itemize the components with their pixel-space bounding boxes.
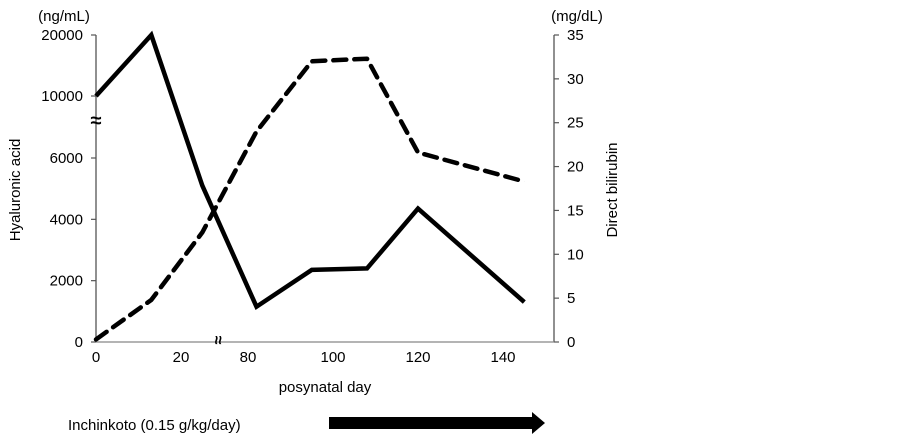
- treatment-label: Inchinkoto (0.15 g/kg/day): [68, 417, 241, 434]
- left-tick-label: 4000: [50, 211, 83, 228]
- y-axis-left-label: Hyaluronic acid: [7, 139, 24, 242]
- arrow-head-icon: [532, 412, 545, 434]
- right-tick-label: 20: [567, 159, 584, 176]
- y-axis-right-label: Direct bilirubin: [604, 142, 621, 237]
- series-line-hyaluronic-acid: [94, 30, 526, 311]
- right-tick-label: 5: [567, 290, 575, 307]
- left-axis-break-icon: ≈: [91, 110, 102, 132]
- x-axis-label: posynatal day: [279, 379, 372, 396]
- arrow-shaft: [329, 417, 532, 429]
- left-tick-label: 10000: [41, 88, 83, 105]
- left-unit-label: (ng/mL): [38, 8, 90, 25]
- ticks: 0 2000 4000 6000 10000 20000 ≈0 5 10 15 20 25 30 35 0 2…: [41, 27, 583, 366]
- right-tick-label: 15: [567, 202, 584, 219]
- right-tick-label: 25: [567, 115, 584, 132]
- x-tick-label: 140: [490, 349, 515, 366]
- right-tick-label: 10: [567, 246, 584, 263]
- right-tick-label: 30: [567, 71, 584, 88]
- left-tick-label: 0: [75, 334, 83, 351]
- series-layer: [93, 30, 527, 342]
- right-tick-label: 0: [567, 334, 575, 351]
- x-tick-label: 80: [240, 349, 257, 366]
- left-tick-label: 6000: [50, 150, 83, 167]
- x-axis-break-icon: ≈: [209, 336, 226, 345]
- right-tick-label: 35: [567, 27, 584, 44]
- treatment-arrow: [329, 412, 545, 434]
- left-tick-label: 20000: [41, 27, 83, 44]
- x-tick-label: 100: [320, 349, 345, 366]
- axes: [95, 35, 555, 343]
- left-tick-label: 2000: [50, 273, 83, 290]
- x-tick-label: 20: [173, 349, 190, 366]
- x-tick-label: 0: [92, 349, 100, 366]
- series-line-direct-bilirubin: [93, 56, 527, 342]
- right-unit-label: (mg/dL): [551, 8, 603, 25]
- x-tick-label: 120: [405, 349, 430, 366]
